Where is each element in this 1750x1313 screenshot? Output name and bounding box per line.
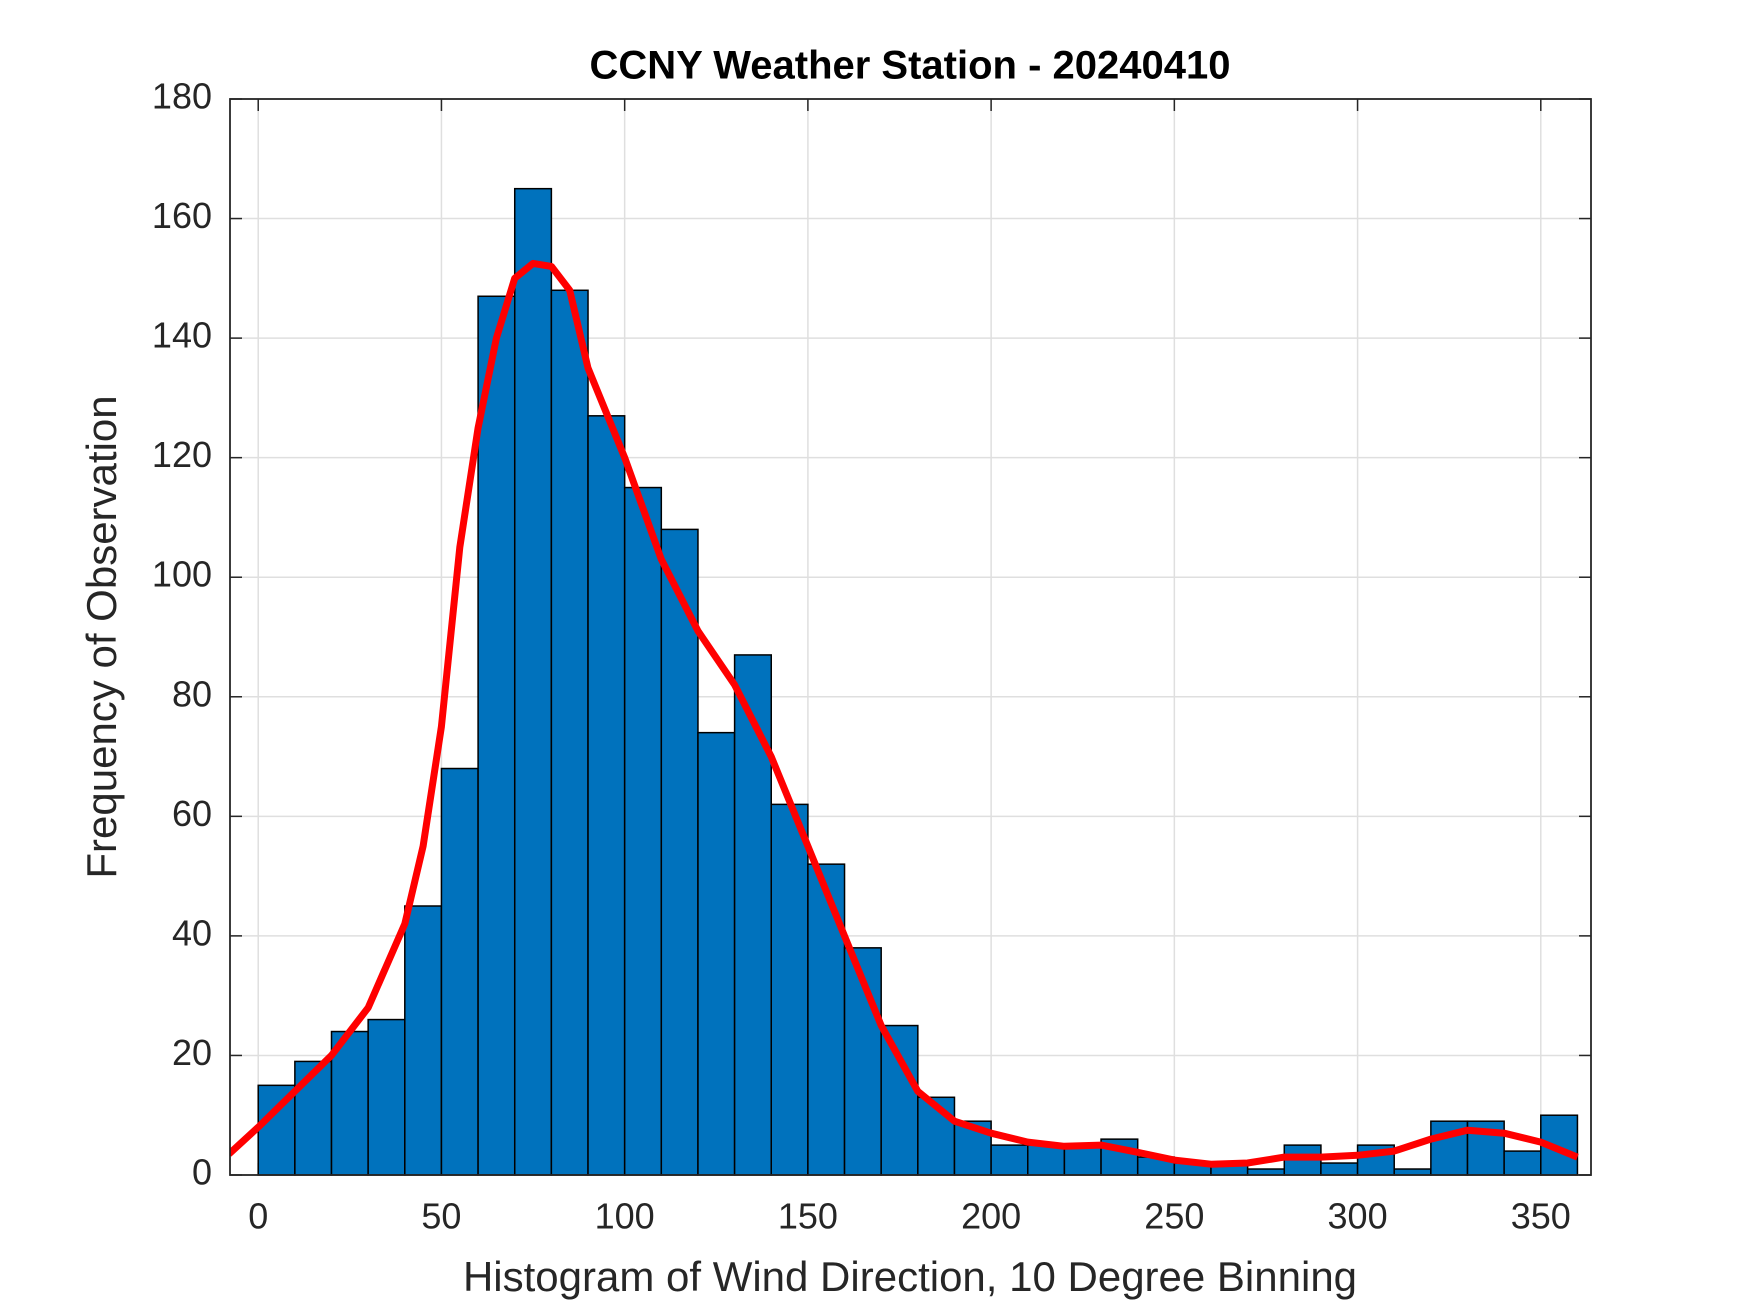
- y-tick-label: 100: [152, 554, 212, 595]
- y-tick-label: 40: [172, 912, 212, 953]
- bar: [513, 187, 553, 1176]
- x-tick-label: 200: [961, 1196, 1021, 1237]
- bar: [990, 1144, 1029, 1176]
- y-tick-label: 80: [172, 673, 212, 714]
- bar: [1320, 1162, 1359, 1176]
- bar: [660, 528, 699, 1176]
- bar: [367, 1018, 406, 1176]
- chart-title: CCNY Weather Station - 20240410: [590, 44, 1231, 88]
- y-tick-label: 180: [152, 76, 212, 117]
- y-tick-label: 160: [152, 195, 212, 236]
- bar: [697, 731, 736, 1176]
- bar: [770, 803, 809, 1176]
- x-tick-label: 250: [1144, 1196, 1204, 1237]
- bar: [294, 1060, 333, 1176]
- x-tick-label: 150: [778, 1196, 838, 1237]
- x-tick-label: 0: [248, 1196, 268, 1237]
- bar: [733, 654, 772, 1176]
- curve: [230, 259, 1579, 1168]
- bar: [550, 289, 589, 1176]
- y-tick-label: 140: [152, 315, 212, 356]
- bar: [440, 767, 479, 1176]
- x-tick-label: 50: [421, 1196, 461, 1237]
- bar: [880, 1024, 919, 1176]
- bar: [1503, 1150, 1542, 1176]
- bar: [1027, 1144, 1066, 1176]
- x-tick-label: 350: [1511, 1196, 1571, 1237]
- x-tick-label: 100: [595, 1196, 655, 1237]
- bar: [477, 295, 516, 1176]
- x-tick-label: 300: [1328, 1196, 1388, 1237]
- bar: [587, 415, 626, 1176]
- x-axis-label: Histogram of Wind Direction, 10 Degree B…: [463, 1253, 1357, 1300]
- bar: [807, 863, 846, 1176]
- bar: [404, 905, 443, 1176]
- y-axis-label: Frequency of Observation: [78, 395, 125, 878]
- y-tick-label: 60: [172, 793, 212, 834]
- bar: [623, 486, 663, 1176]
- axes-box: [229, 98, 1592, 1176]
- y-tick-label: 20: [172, 1032, 212, 1073]
- bar: [1063, 1144, 1102, 1176]
- y-tick-label: 0: [192, 1152, 212, 1193]
- y-tick-label: 120: [152, 434, 212, 475]
